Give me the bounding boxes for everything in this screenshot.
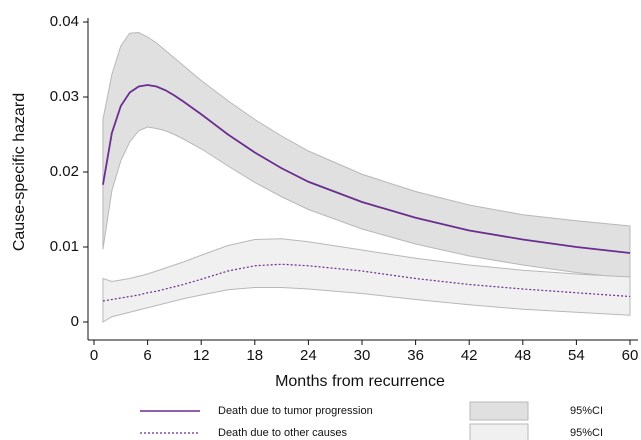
x-tick-label: 24 bbox=[300, 347, 317, 364]
y-tick-label: 0.04 bbox=[50, 13, 79, 30]
x-tick-label: 12 bbox=[193, 347, 210, 364]
x-tick-label: 60 bbox=[622, 347, 639, 364]
x-axis-title: Months from recurrence bbox=[275, 373, 445, 390]
legend-label: Death due to tumor progression bbox=[218, 405, 373, 417]
x-tick-label: 18 bbox=[246, 347, 263, 364]
x-tick-label: 54 bbox=[568, 347, 585, 364]
legend-ci-label: 95%CI bbox=[570, 405, 603, 417]
ci-band bbox=[102, 238, 631, 323]
ci-band bbox=[102, 31, 631, 280]
x-tick-label: 6 bbox=[143, 347, 151, 364]
y-tick-label: 0.03 bbox=[50, 88, 79, 105]
series-line bbox=[102, 84, 631, 254]
y-tick-label: 0 bbox=[71, 313, 79, 330]
y-axis-title: Cause-specific hazard bbox=[11, 93, 28, 251]
x-tick-label: 48 bbox=[514, 347, 531, 364]
legend-ci-label: 95%CI bbox=[570, 427, 603, 439]
series-line bbox=[102, 263, 631, 302]
x-tick-label: 36 bbox=[407, 347, 424, 364]
y-tick-label: 0.01 bbox=[50, 238, 79, 255]
x-tick-label: 0 bbox=[90, 347, 98, 364]
legend-ci-swatch bbox=[469, 423, 529, 440]
x-tick-label: 42 bbox=[461, 347, 478, 364]
legend-ci-swatch bbox=[469, 401, 529, 421]
y-tick-label: 0.02 bbox=[50, 163, 79, 180]
x-tick-label: 30 bbox=[354, 347, 371, 364]
legend-label: Death due to other causes bbox=[218, 427, 348, 439]
